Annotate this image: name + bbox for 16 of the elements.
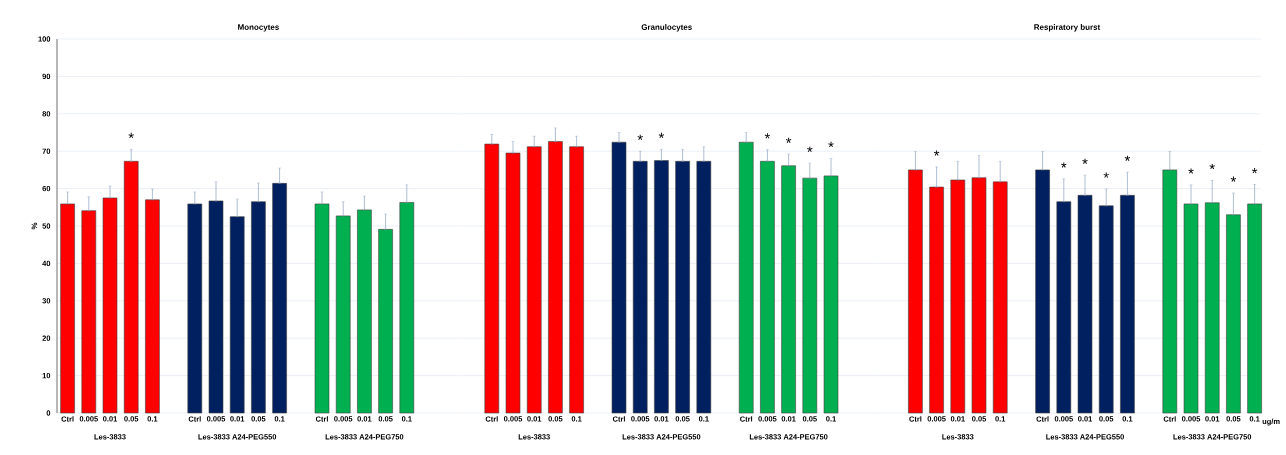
data-label: * <box>658 132 665 139</box>
data-label: * <box>1209 163 1215 170</box>
data-label: * <box>1061 162 1067 168</box>
data-label: * <box>828 141 834 148</box>
data-label: * <box>1103 172 1109 178</box>
data-label: * <box>807 146 813 152</box>
data-label: * <box>128 132 134 139</box>
data-label: * <box>637 134 643 140</box>
data-label: * <box>785 137 792 143</box>
data-label: * <box>764 133 771 139</box>
data-label: * <box>933 150 940 156</box>
data-label: * <box>1188 168 1194 174</box>
data-label: * <box>1230 176 1237 182</box>
data-label: * <box>1251 168 1258 174</box>
data-label: * <box>1082 158 1088 164</box>
data-label: * <box>1124 155 1131 161</box>
